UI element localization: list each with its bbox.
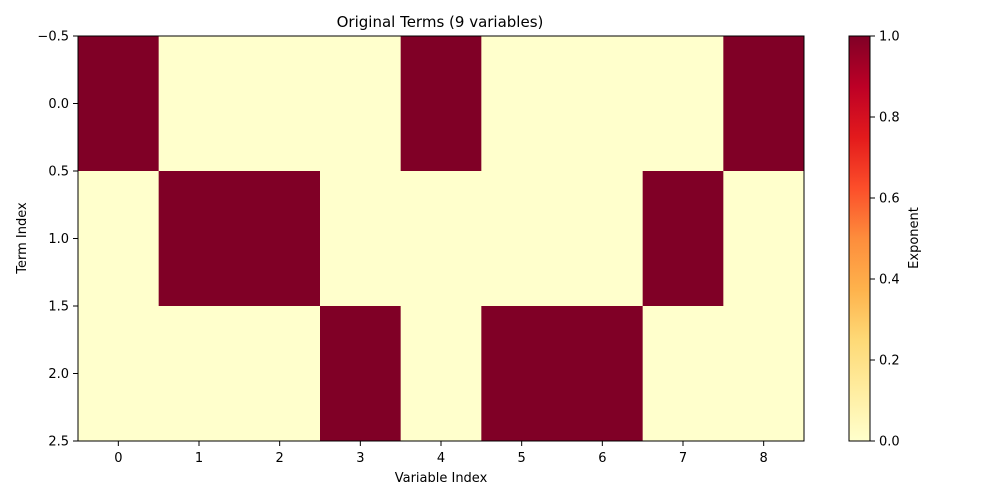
heatmap-cell bbox=[239, 36, 321, 172]
colorbar-tick-label: 0.8 bbox=[879, 111, 900, 126]
heatmap-cell bbox=[78, 171, 160, 307]
heatmap-cell bbox=[158, 171, 240, 307]
colorbar-ticks: 0.0 0.2 0.4 0.6 0.8 1.0 bbox=[870, 30, 900, 450]
x-tick-label: 4 bbox=[437, 451, 445, 466]
heatmap-cell bbox=[400, 306, 482, 442]
heatmap-cell bbox=[239, 171, 321, 307]
chart-title: Original Terms (9 variables) bbox=[337, 13, 544, 31]
colorbar-tick-label: 0.4 bbox=[879, 273, 900, 288]
heatmap-cell bbox=[562, 36, 644, 172]
heatmap-cell bbox=[723, 36, 805, 172]
x-tick-label: 2 bbox=[276, 451, 284, 466]
y-tick-label: −0.5 bbox=[37, 30, 69, 45]
colorbar-tick-label: 0.6 bbox=[879, 192, 900, 207]
heatmap-cell bbox=[723, 171, 805, 307]
heatmap-cell bbox=[158, 306, 240, 442]
heatmap-cell bbox=[642, 36, 724, 172]
heatmap-cell bbox=[320, 36, 402, 172]
heatmap-cell bbox=[78, 36, 160, 172]
x-tick-label: 3 bbox=[356, 451, 364, 466]
heatmap-cell bbox=[723, 306, 805, 442]
heatmap-cell bbox=[78, 306, 160, 442]
heatmap-cell bbox=[320, 171, 402, 307]
heatmap-cell bbox=[400, 171, 482, 307]
x-tick-label: 0 bbox=[114, 451, 122, 466]
colorbar-tick-label: 0.0 bbox=[879, 435, 900, 450]
y-axis-label: Term Index bbox=[15, 202, 30, 275]
heatmap-cell bbox=[400, 36, 482, 172]
y-tick-label: 0.0 bbox=[48, 97, 69, 112]
y-tick-label: 2.5 bbox=[48, 435, 69, 450]
colorbar-tick-label: 0.2 bbox=[879, 354, 900, 369]
colorbar-label: Exponent bbox=[907, 207, 922, 269]
x-tick-label: 8 bbox=[760, 451, 768, 466]
heatmap-cell bbox=[481, 36, 563, 172]
heatmap-cell bbox=[562, 171, 644, 307]
heatmap-cells bbox=[78, 36, 805, 442]
heatmap-cell bbox=[481, 306, 563, 442]
x-axis-label: Variable Index bbox=[395, 471, 488, 486]
colorbar bbox=[848, 35, 871, 442]
x-tick-label: 5 bbox=[518, 451, 526, 466]
x-axis-ticks: 0 1 2 3 4 5 6 7 8 bbox=[114, 441, 768, 466]
heatmap-cell bbox=[642, 171, 724, 307]
heatmap-cell bbox=[481, 171, 563, 307]
heatmap-cell bbox=[562, 306, 644, 442]
x-tick-label: 6 bbox=[598, 451, 606, 466]
heatmap-cell bbox=[320, 306, 402, 442]
y-axis-ticks: −0.5 0.0 0.5 1.0 1.5 2.0 2.5 bbox=[37, 30, 78, 450]
heatmap-cell bbox=[239, 306, 321, 442]
x-tick-label: 7 bbox=[679, 451, 687, 466]
colorbar-tick-label: 1.0 bbox=[879, 30, 900, 45]
y-tick-label: 1.0 bbox=[48, 232, 69, 247]
heatmap-cell bbox=[642, 306, 724, 442]
x-tick-label: 1 bbox=[195, 451, 203, 466]
y-tick-label: 1.5 bbox=[48, 300, 69, 315]
y-tick-label: 0.5 bbox=[48, 165, 69, 180]
heatmap-cell bbox=[158, 36, 240, 172]
y-tick-label: 2.0 bbox=[48, 367, 69, 382]
